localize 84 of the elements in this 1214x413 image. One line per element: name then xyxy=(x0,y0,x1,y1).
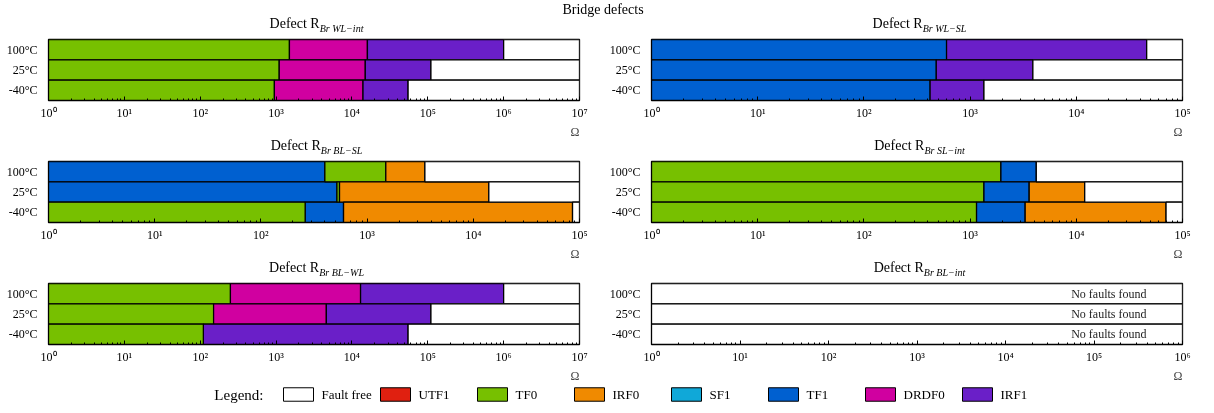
x-axis-title: Ω xyxy=(570,368,580,383)
x-tick-label: 10³ xyxy=(359,227,376,242)
chart-title: Defect R$_{Br WL−SL}$ xyxy=(872,16,967,34)
y-tick-label: 25°C xyxy=(12,307,38,321)
x-tick-label: 10⁵ xyxy=(571,227,588,242)
chart-title: Defect R$_{Br SL−int}$ xyxy=(874,138,965,156)
x-axis-title: Ω xyxy=(1173,124,1183,139)
x-axis-title: Ω xyxy=(570,124,580,139)
x-tick-label: 10⁴ xyxy=(343,105,361,120)
x-tick-label: 10⁵ xyxy=(419,349,436,364)
x-tick-label: 10¹ xyxy=(732,349,749,364)
x-tick-label: 10⁴ xyxy=(343,349,361,364)
y-tick-label: 100°C xyxy=(6,286,38,301)
x-tick-label: 10³ xyxy=(268,105,285,120)
x-tick-label: 10³ xyxy=(909,349,926,364)
chart-title: Defect R$_{Br BL−WL}$ xyxy=(269,260,364,278)
x-tick-label: 10² xyxy=(820,349,837,364)
x-tick-label: 10³ xyxy=(962,227,979,242)
x-tick-label: 10⁴ xyxy=(465,227,482,242)
y-tick-label: 25°C xyxy=(615,63,641,77)
x-tick-label: 10⁶ xyxy=(495,105,512,120)
x-tick-label: 10⁵ xyxy=(1174,227,1191,242)
x-tick-label: 10⁵ xyxy=(419,105,436,120)
y-tick-label: -40°C xyxy=(8,205,38,220)
annotation: No faults found xyxy=(1071,307,1147,321)
x-tick-label: 10⁰ xyxy=(40,227,57,242)
legend-label: SF1 xyxy=(709,387,731,402)
x-tick-label: 10⁶ xyxy=(1174,349,1191,364)
x-tick-label: 10¹ xyxy=(116,349,133,364)
x-tick-label: 10² xyxy=(856,227,873,242)
y-tick-label: 100°C xyxy=(6,42,38,57)
x-tick-label: 10⁴ xyxy=(997,349,1014,364)
y-tick-label: 25°C xyxy=(615,185,641,199)
y-tick-label: 100°C xyxy=(609,164,641,179)
x-tick-label: 10⁵ xyxy=(1085,349,1103,364)
y-tick-label: -40°C xyxy=(611,205,641,220)
x-tick-label: 10⁰ xyxy=(643,105,660,120)
y-tick-label: 100°C xyxy=(6,164,38,179)
legend-label: DRDF0 xyxy=(903,387,945,402)
chart-title: Defect R$_{Br BL−SL}$ xyxy=(270,138,363,156)
chart-title: Defect R$_{Br BL−int}$ xyxy=(873,260,966,278)
y-tick-label: 25°C xyxy=(12,63,38,77)
y-tick-label: 100°C xyxy=(609,42,641,57)
y-tick-label: -40°C xyxy=(611,83,641,98)
x-tick-label: 10⁴ xyxy=(1068,105,1085,120)
x-tick-label: 10⁰ xyxy=(40,349,57,364)
y-tick-label: 25°C xyxy=(12,185,38,199)
y-tick-label: 100°C xyxy=(609,286,641,301)
x-tick-label: 10⁵ xyxy=(1174,105,1191,120)
x-tick-label: 10⁷ xyxy=(571,105,588,120)
x-tick-label: 10¹ xyxy=(116,105,133,120)
text: Bridge defects xyxy=(562,1,644,19)
x-tick-label: 10⁷ xyxy=(571,349,588,364)
x-tick-label: 10² xyxy=(192,105,209,120)
y-tick-label: -40°C xyxy=(8,327,38,342)
legend-label: TF1 xyxy=(806,387,829,402)
x-tick-label: 10³ xyxy=(268,349,285,364)
legend-label: UTF1 xyxy=(418,387,450,402)
chart-title: Defect R$_{Br WL−int}$ xyxy=(269,16,364,34)
x-tick-label: 10⁰ xyxy=(643,227,660,242)
y-tick-label: -40°C xyxy=(611,327,641,342)
x-tick-label: 10¹ xyxy=(749,227,766,242)
x-tick-label: 10⁰ xyxy=(643,349,660,364)
x-tick-label: 10⁴ xyxy=(1068,227,1085,242)
x-tick-label: 10¹ xyxy=(749,105,766,120)
x-axis-title: Ω xyxy=(1173,246,1183,261)
legend-title: Legend: xyxy=(214,386,264,403)
x-tick-label: 10⁰ xyxy=(40,105,57,120)
legend-label: Fault free xyxy=(321,387,372,402)
x-tick-label: 10² xyxy=(253,227,270,242)
x-tick-label: 10² xyxy=(192,349,209,364)
x-tick-label: 10¹ xyxy=(146,227,163,242)
x-tick-label: 10⁶ xyxy=(495,349,512,364)
x-tick-label: 10³ xyxy=(962,105,979,120)
y-tick-label: -40°C xyxy=(8,83,38,98)
annotation: No faults found xyxy=(1071,327,1147,342)
y-tick-label: 25°C xyxy=(615,307,641,321)
x-axis-title: Ω xyxy=(1173,368,1183,383)
legend-label: TF0 xyxy=(515,387,538,402)
annotation: No faults found xyxy=(1071,286,1147,301)
x-axis-title: Ω xyxy=(570,246,580,261)
x-tick-label: 10² xyxy=(856,105,873,120)
legend-label: IRF1 xyxy=(1000,387,1028,402)
legend-label: IRF0 xyxy=(612,387,640,402)
